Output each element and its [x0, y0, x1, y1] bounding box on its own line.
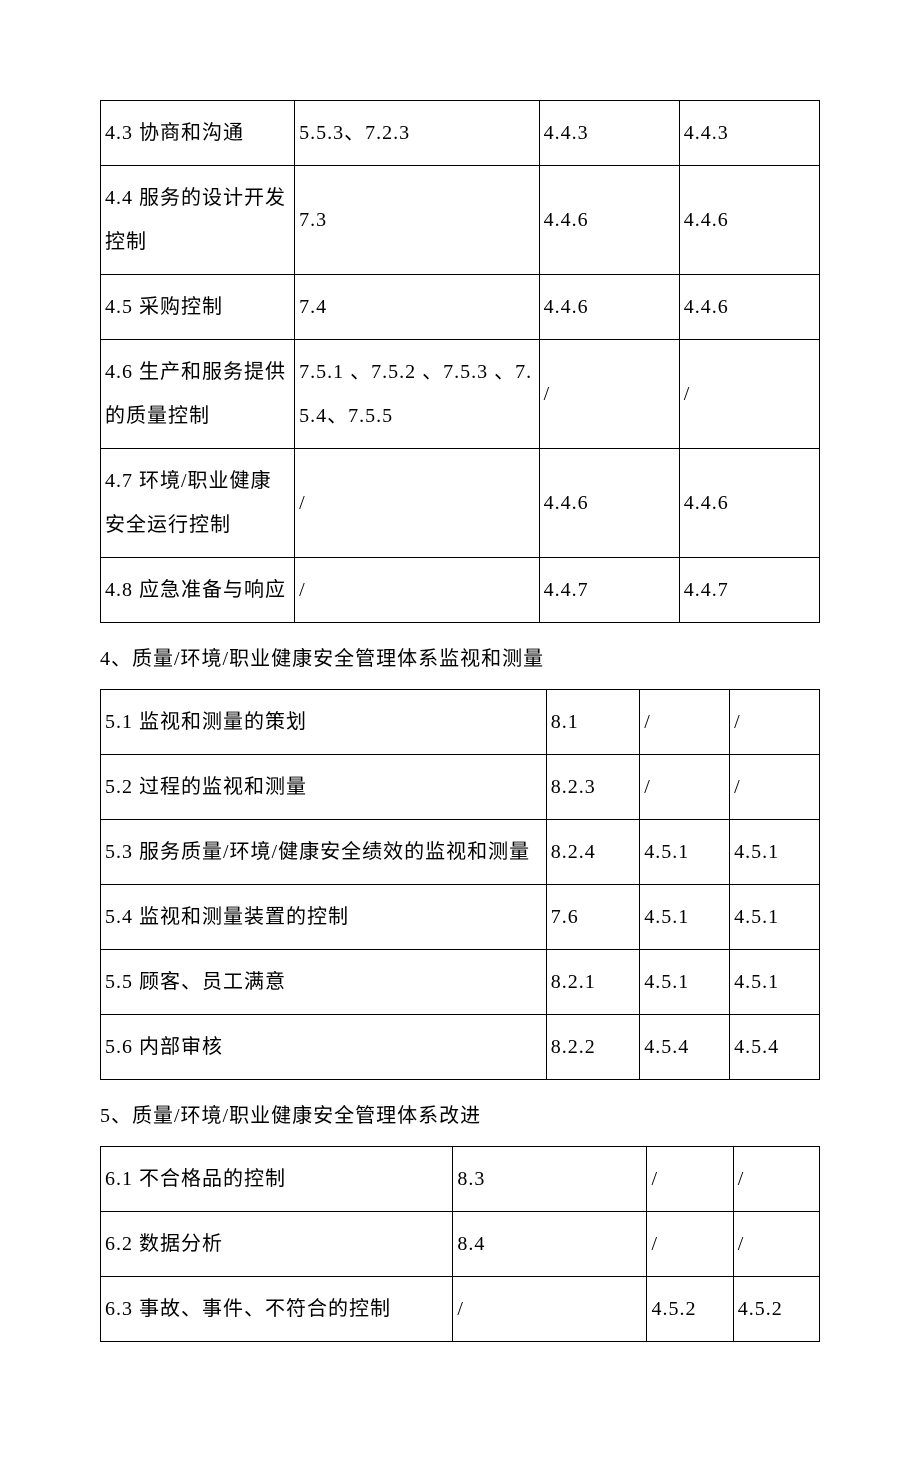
- cell: 5.4 监视和测量装置的控制: [101, 885, 547, 950]
- table-row: 5.5 顾客、员工满意 8.2.1 4.5.1 4.5.1: [101, 950, 820, 1015]
- cell: /: [647, 1147, 733, 1212]
- cell: 5.1 监视和测量的策划: [101, 690, 547, 755]
- cell: 8.2.1: [546, 950, 639, 1015]
- cell: 5.6 内部审核: [101, 1015, 547, 1080]
- cell: /: [640, 755, 730, 820]
- cell: 8.2.4: [546, 820, 639, 885]
- cell: 4.5.4: [640, 1015, 730, 1080]
- table-section-4: 4.3 协商和沟通 5.5.3、7.2.3 4.4.3 4.4.3 4.4 服务…: [100, 100, 820, 623]
- cell: /: [647, 1212, 733, 1277]
- cell: 4.5.1: [730, 950, 820, 1015]
- cell: /: [539, 340, 679, 449]
- cell: 4.5.4: [730, 1015, 820, 1080]
- cell: 8.2.3: [546, 755, 639, 820]
- cell: 4.6 生产和服务提供的质量控制: [101, 340, 295, 449]
- cell: /: [679, 340, 819, 449]
- cell: /: [730, 690, 820, 755]
- table-row: 4.4 服务的设计开发控制 7.3 4.4.6 4.4.6: [101, 166, 820, 275]
- table-row: 6.2 数据分析 8.4 / /: [101, 1212, 820, 1277]
- cell: 4.7 环境/职业健康安全运行控制: [101, 449, 295, 558]
- cell: 4.8 应急准备与响应: [101, 558, 295, 623]
- cell: 4.5.1: [730, 885, 820, 950]
- cell: /: [640, 690, 730, 755]
- cell: 6.2 数据分析: [101, 1212, 453, 1277]
- cell: 7.5.1 、7.5.2 、7.5.3 、7.5.4、7.5.5: [295, 340, 539, 449]
- cell: 7.6: [546, 885, 639, 950]
- cell: 4.5.1: [640, 950, 730, 1015]
- cell: 4.5.1: [730, 820, 820, 885]
- cell: 4.4.6: [539, 275, 679, 340]
- cell: 5.2 过程的监视和测量: [101, 755, 547, 820]
- table-row: 5.2 过程的监视和测量 8.2.3 / /: [101, 755, 820, 820]
- cell: 8.2.2: [546, 1015, 639, 1080]
- section-heading-4: 4、质量/环境/职业健康安全管理体系监视和测量: [100, 641, 820, 677]
- table-row: 4.6 生产和服务提供的质量控制 7.5.1 、7.5.2 、7.5.3 、7.…: [101, 340, 820, 449]
- cell: /: [295, 558, 539, 623]
- cell: 4.4.6: [539, 166, 679, 275]
- table-row: 6.3 事故、事件、不符合的控制 / 4.5.2 4.5.2: [101, 1277, 820, 1342]
- cell: /: [733, 1147, 819, 1212]
- cell: 5.3 服务质量/环境/健康安全绩效的监视和测量: [101, 820, 547, 885]
- cell: /: [453, 1277, 647, 1342]
- cell: /: [733, 1212, 819, 1277]
- cell: 8.1: [546, 690, 639, 755]
- cell: 4.5.2: [647, 1277, 733, 1342]
- cell: /: [295, 449, 539, 558]
- table-row: 6.1 不合格品的控制 8.3 / /: [101, 1147, 820, 1212]
- table-row: 5.3 服务质量/环境/健康安全绩效的监视和测量 8.2.4 4.5.1 4.5…: [101, 820, 820, 885]
- cell: 6.3 事故、事件、不符合的控制: [101, 1277, 453, 1342]
- cell: 5.5 顾客、员工满意: [101, 950, 547, 1015]
- table-row: 4.5 采购控制 7.4 4.4.6 4.4.6: [101, 275, 820, 340]
- table-row: 4.7 环境/职业健康安全运行控制 / 4.4.6 4.4.6: [101, 449, 820, 558]
- cell: 5.5.3、7.2.3: [295, 101, 539, 166]
- cell: /: [730, 755, 820, 820]
- cell: 4.4 服务的设计开发控制: [101, 166, 295, 275]
- cell: 4.3 协商和沟通: [101, 101, 295, 166]
- cell: 4.4.3: [679, 101, 819, 166]
- cell: 8.3: [453, 1147, 647, 1212]
- table-row: 4.3 协商和沟通 5.5.3、7.2.3 4.4.3 4.4.3: [101, 101, 820, 166]
- cell: 4.4.6: [679, 166, 819, 275]
- table-section-5: 5.1 监视和测量的策划 8.1 / / 5.2 过程的监视和测量 8.2.3 …: [100, 689, 820, 1080]
- cell: 4.5.1: [640, 885, 730, 950]
- cell: 7.3: [295, 166, 539, 275]
- cell: 7.4: [295, 275, 539, 340]
- section-heading-5: 5、质量/环境/职业健康安全管理体系改进: [100, 1098, 820, 1134]
- cell: 4.5 采购控制: [101, 275, 295, 340]
- cell: 4.5.1: [640, 820, 730, 885]
- cell: 4.4.6: [679, 275, 819, 340]
- cell: 4.4.6: [679, 449, 819, 558]
- cell: 4.4.3: [539, 101, 679, 166]
- table-section-6: 6.1 不合格品的控制 8.3 / / 6.2 数据分析 8.4 / / 6.3…: [100, 1146, 820, 1342]
- cell: 6.1 不合格品的控制: [101, 1147, 453, 1212]
- table-row: 5.6 内部审核 8.2.2 4.5.4 4.5.4: [101, 1015, 820, 1080]
- cell: 4.4.7: [679, 558, 819, 623]
- table-row: 5.1 监视和测量的策划 8.1 / /: [101, 690, 820, 755]
- cell: 4.4.6: [539, 449, 679, 558]
- cell: 4.5.2: [733, 1277, 819, 1342]
- cell: 4.4.7: [539, 558, 679, 623]
- table-row: 5.4 监视和测量装置的控制 7.6 4.5.1 4.5.1: [101, 885, 820, 950]
- table-row: 4.8 应急准备与响应 / 4.4.7 4.4.7: [101, 558, 820, 623]
- cell: 8.4: [453, 1212, 647, 1277]
